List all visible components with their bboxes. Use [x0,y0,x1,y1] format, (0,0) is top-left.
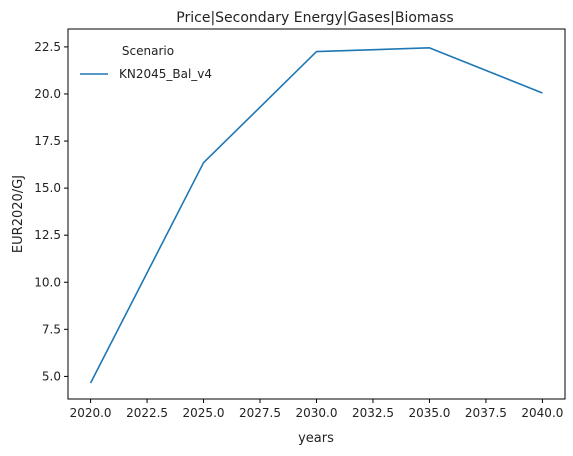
x-axis: 2020.0 2022.5 2025.0 2027.5 2030.0 2032.5 2035… [70,399,563,420]
y-tick-label: 12.5 [34,228,61,242]
y-tick-label: 7.5 [42,322,61,336]
x-tick-label: 2020.0 [70,406,112,420]
series-layer [89,47,543,384]
y-tick-label: 10.0 [34,275,61,289]
x-tick-label: 2037.5 [465,406,507,420]
chart-title: Price|Secondary Energy|Gases|Biomass [176,10,453,26]
y-axis-label: EUR2020/GJ [11,175,26,253]
plot-frame [67,28,566,400]
y-axis: 5.0 7.5 10.0 12.5 15.0 17.5 20.0 22.5 [34,40,68,383]
x-tick-label: 2022.5 [126,406,168,420]
x-axis-label: years [298,431,334,446]
legend-title: Scenario [122,44,174,58]
x-tick-label: 2032.5 [352,406,394,420]
legend: Scenario KN2045_Bal_v4 [80,44,212,81]
y-tick-label: 5.0 [42,369,61,383]
x-tick-label: 2040.0 [521,406,563,420]
y-tick-label: 17.5 [34,134,61,148]
series-line [89,47,543,384]
x-tick-label: 2035.0 [408,406,450,420]
y-tick-label: 15.0 [34,181,61,195]
y-tick-label: 20.0 [34,87,61,101]
x-tick-label: 2030.0 [296,406,338,420]
x-tick-label: 2025.0 [183,406,225,420]
legend-label: KN2045_Bal_v4 [119,67,212,81]
y-tick-label: 22.5 [34,40,61,54]
x-tick-label: 2027.5 [239,406,281,420]
